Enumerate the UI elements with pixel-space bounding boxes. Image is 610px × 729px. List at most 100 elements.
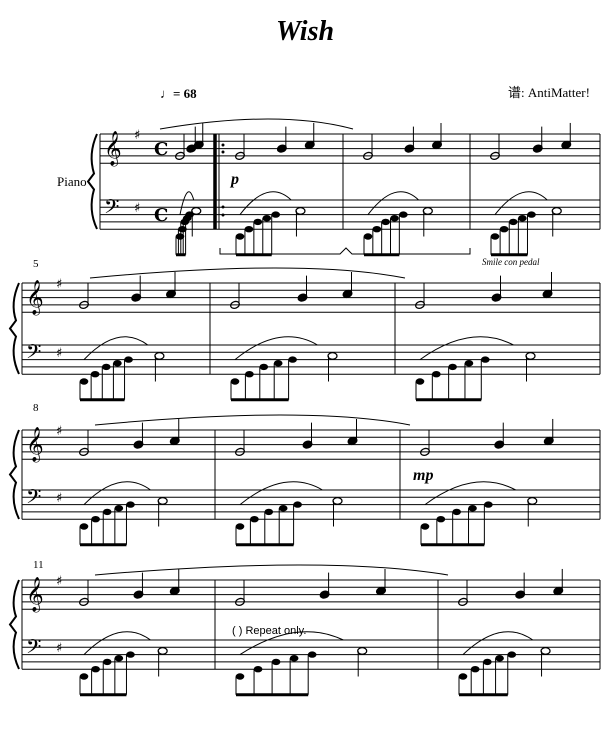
note-head — [507, 651, 517, 658]
note-head — [79, 378, 89, 385]
slur — [494, 191, 548, 215]
note-head — [175, 233, 185, 240]
note-head — [102, 658, 112, 666]
note-head — [307, 651, 317, 658]
key-signature-sharp: ♯ — [56, 424, 62, 439]
note-head — [102, 508, 112, 516]
note-head — [126, 651, 135, 658]
note-head — [390, 215, 399, 222]
slur — [179, 191, 195, 215]
note-head — [508, 218, 518, 226]
note-head — [288, 356, 297, 363]
note-head — [490, 233, 500, 240]
note-head — [363, 233, 373, 240]
half-note-head — [525, 352, 536, 360]
score-title: Wish — [275, 16, 335, 47]
note-head — [178, 226, 187, 233]
measure-number: 5 — [33, 258, 39, 270]
treble-clef: 𝄞 — [26, 280, 44, 316]
phrase-slur — [159, 118, 354, 130]
slur — [419, 336, 514, 361]
note-head — [271, 211, 281, 218]
note-head — [250, 516, 259, 523]
repeat-dot — [221, 213, 225, 217]
slur — [239, 191, 292, 215]
note-head — [399, 211, 408, 218]
note-head — [253, 666, 263, 673]
note-head — [432, 371, 441, 378]
note-head — [90, 371, 100, 378]
half-note-head — [295, 206, 306, 215]
slur — [83, 481, 151, 505]
note-head — [372, 226, 382, 233]
note-head — [126, 501, 135, 508]
note-head — [452, 508, 461, 516]
note-head — [415, 378, 425, 385]
note-head — [114, 655, 124, 662]
half-note-head — [357, 647, 368, 655]
brace — [8, 579, 20, 670]
half-note-head — [157, 497, 168, 505]
note-head — [230, 378, 240, 385]
composer-credit: 谱: AntiMatter! — [508, 85, 590, 100]
half-note-head — [154, 352, 165, 360]
note-head — [79, 523, 89, 530]
repeat-dot — [221, 143, 225, 147]
note-head — [91, 516, 100, 523]
dynamic-mp: mp — [413, 467, 434, 484]
quarter-note-icon: ♩ — [160, 86, 173, 101]
pedal-bracket — [219, 247, 471, 255]
phrase-slur — [94, 564, 449, 576]
tempo-value: = 68 — [173, 86, 197, 101]
instrument-name: Piano — [57, 174, 87, 189]
brace — [8, 282, 20, 375]
note-head — [483, 658, 492, 666]
key-signature-sharp: ♯ — [56, 574, 62, 589]
bass-clef: 𝄢 — [26, 635, 41, 663]
note-head — [124, 356, 133, 363]
note-head — [458, 673, 468, 680]
brace — [8, 429, 20, 520]
key-signature-sharp: ♯ — [134, 128, 140, 143]
half-note-head — [540, 647, 551, 655]
note-head — [235, 233, 245, 240]
note-head — [101, 363, 111, 371]
note-head — [420, 523, 430, 530]
treble-clef: 𝄞 — [104, 131, 122, 167]
half-note-head — [551, 206, 562, 215]
phrase-slur — [89, 267, 406, 279]
bass-clef: 𝄢 — [26, 485, 41, 513]
treble-clef: 𝄞 — [26, 577, 44, 613]
note-head — [79, 673, 89, 680]
slur — [83, 631, 151, 655]
note-head — [235, 523, 245, 530]
note-head — [518, 215, 527, 222]
note-head — [278, 505, 288, 512]
time-signature: C — [154, 139, 168, 160]
dynamic-p: p — [231, 171, 239, 188]
slur — [424, 481, 516, 506]
slur — [239, 481, 323, 505]
slur — [83, 336, 149, 360]
note-head — [262, 215, 272, 222]
half-note-head — [157, 647, 168, 655]
note-head — [114, 505, 124, 512]
half-note-head — [191, 206, 202, 215]
slur — [234, 336, 318, 360]
note-head — [499, 226, 509, 233]
note-head — [448, 363, 457, 371]
note-head — [91, 666, 100, 673]
key-signature-sharp: ♯ — [134, 201, 140, 216]
note-head — [464, 360, 474, 367]
slur — [367, 191, 419, 215]
repeat-dot — [221, 150, 225, 154]
note-head — [293, 501, 302, 508]
note-head — [480, 356, 490, 363]
brace — [86, 133, 98, 230]
note-head — [468, 505, 477, 512]
half-note-head — [422, 206, 433, 215]
note-head — [245, 371, 254, 378]
expression-text: Smile con pedal — [482, 257, 540, 267]
note-head — [495, 655, 504, 662]
